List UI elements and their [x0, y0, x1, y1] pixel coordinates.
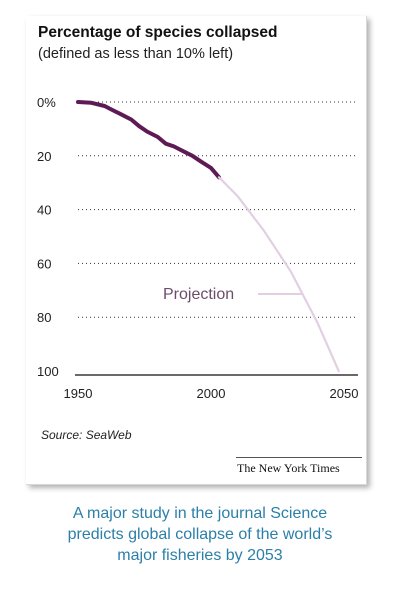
- projection-label: Projection: [163, 286, 234, 303]
- source-note: Source: SeaWeb: [41, 428, 132, 442]
- caption-line: A major study in the journal Science: [72, 505, 328, 522]
- chart-subtitle: (defined as less than 10% left): [38, 46, 234, 62]
- y-tick-label: 60: [37, 256, 51, 271]
- projection-series-line: [217, 176, 340, 373]
- chart-card: [26, 16, 367, 485]
- credit-divider: [236, 457, 362, 458]
- chart-title: Percentage of species collapsed: [38, 24, 278, 41]
- y-tick-label: 100: [37, 364, 59, 379]
- historical-series-line: [76, 100, 221, 180]
- y-tick-label: 0%: [37, 95, 56, 110]
- series-lines: [76, 100, 340, 373]
- y-tick-label: 80: [37, 310, 51, 325]
- caption: A major study in the journal Science pre…: [0, 503, 400, 566]
- gridlines: [78, 101, 358, 318]
- x-tick-label: 2000: [197, 386, 226, 401]
- x-tick-labels: 1950 2000 2050: [64, 386, 359, 401]
- publisher-credit: The New York Times: [237, 461, 340, 475]
- caption-line: predicts global collapse of the world’s: [67, 526, 333, 543]
- y-tick-label: 20: [37, 149, 51, 164]
- y-tick-labels: 0% 20 40 60 80 100: [37, 95, 59, 379]
- x-tick-label: 2050: [330, 386, 359, 401]
- x-tick-label: 1950: [64, 386, 93, 401]
- caption-line: major fisheries by 2053: [117, 547, 283, 564]
- y-tick-label: 40: [37, 203, 51, 218]
